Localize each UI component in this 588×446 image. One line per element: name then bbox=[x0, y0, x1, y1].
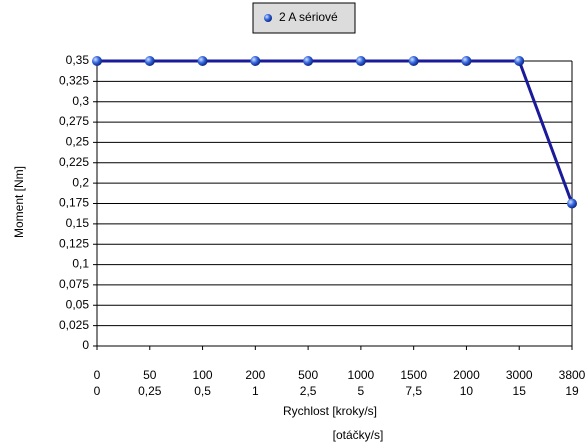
x-tick-label: 3000 bbox=[506, 368, 533, 382]
data-point bbox=[355, 56, 366, 66]
y-tick-label: 0,275 bbox=[59, 114, 89, 128]
data-point bbox=[567, 198, 577, 209]
x-tick-label: 2,5 bbox=[300, 384, 317, 398]
y-tick-label: 0,35 bbox=[66, 53, 90, 67]
data-point bbox=[408, 56, 419, 66]
y-tick-label: 0,1 bbox=[72, 257, 89, 271]
x-tick-label: 19 bbox=[565, 384, 579, 398]
y-tick-label: 0,225 bbox=[59, 155, 89, 169]
y-tick-label: 0,175 bbox=[59, 196, 89, 210]
x-tick-label: 15 bbox=[513, 384, 527, 398]
y-axis-label: Moment [Nm] bbox=[12, 166, 26, 238]
legend-marker bbox=[264, 14, 272, 22]
x-tick-label: 1500 bbox=[400, 368, 427, 382]
y-tick-label: 0,2 bbox=[72, 175, 89, 189]
y-tick-label: 0,025 bbox=[59, 318, 89, 332]
data-point bbox=[197, 56, 208, 66]
x-tick-label: 7,5 bbox=[405, 384, 422, 398]
x-tick-label: 1000 bbox=[348, 368, 375, 382]
data-point bbox=[303, 56, 314, 66]
y-tick-label: 0,15 bbox=[66, 216, 90, 230]
y-tick-label: 0 bbox=[82, 338, 89, 352]
x-tick-label: 1 bbox=[252, 384, 259, 398]
x-tick-label: 0,5 bbox=[194, 384, 211, 398]
x-tick-label: 2000 bbox=[453, 368, 480, 382]
x-tick-label: 200 bbox=[245, 368, 265, 382]
y-tick-label: 0,3 bbox=[72, 94, 89, 108]
data-point bbox=[461, 56, 472, 66]
x-tick-label: 10 bbox=[460, 384, 474, 398]
data-point bbox=[250, 56, 261, 66]
y-tick-label: 0,25 bbox=[66, 135, 90, 149]
data-point bbox=[92, 56, 102, 66]
data-point bbox=[514, 56, 525, 66]
x-axis-label: Rychlost [kroky/s] bbox=[283, 404, 377, 418]
y-tick-label: 0,075 bbox=[59, 277, 89, 291]
x-tick-label: 0,25 bbox=[138, 384, 162, 398]
data-point bbox=[144, 56, 155, 66]
x-tick-label: 50 bbox=[143, 368, 157, 382]
x-tick-label: 0 bbox=[94, 384, 101, 398]
legend-label: 2 A sériové bbox=[279, 10, 338, 24]
series-line bbox=[97, 59, 574, 205]
x-tick-label: 5 bbox=[358, 384, 365, 398]
x-tick-label: 500 bbox=[298, 368, 318, 382]
x-tick-label: 0 bbox=[94, 368, 101, 382]
x-axis-label: [otáčky/s] bbox=[333, 428, 384, 442]
x-tick-label: 3800 bbox=[559, 368, 586, 382]
y-tick-label: 0,05 bbox=[66, 297, 90, 311]
y-tick-label: 0,125 bbox=[59, 236, 89, 250]
y-tick-label: 0,325 bbox=[59, 74, 89, 88]
x-tick-label: 100 bbox=[193, 368, 213, 382]
